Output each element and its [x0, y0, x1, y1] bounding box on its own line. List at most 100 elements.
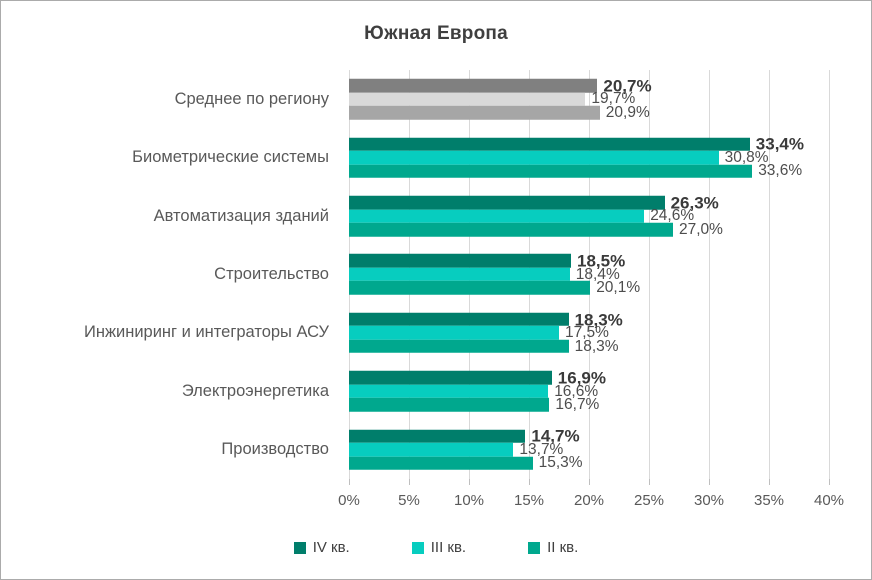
- category-label: Биометрические системы: [132, 148, 329, 167]
- gridline: [829, 70, 830, 479]
- x-tick-label: 40%: [813, 492, 845, 509]
- bar: 16,6%: [349, 384, 598, 399]
- bar-value-label: 24,6%: [650, 207, 695, 225]
- category-label: Автоматизация зданий: [153, 206, 329, 225]
- bar: 20,1%: [349, 280, 640, 295]
- bar-group: 20,7% 19,7% 20,9%: [349, 70, 829, 128]
- category-label: Инжиниринг и интеграторы АСУ: [83, 323, 329, 342]
- x-tick-mark: [769, 479, 770, 485]
- category-label: Электроэнергетика: [181, 381, 329, 400]
- bar-group-bars: 33,4% 30,8% 33,6%: [349, 136, 829, 178]
- bar-group: 16,9% 16,6% 16,7%: [349, 362, 829, 420]
- category-labels: Среднее по региону Биометрические системы…: [1, 70, 339, 479]
- category-label: Производство: [221, 440, 329, 459]
- bar: 27,0%: [349, 222, 723, 237]
- bar-value-label: 20,7%: [603, 76, 652, 96]
- bar: 14,7%: [349, 428, 580, 445]
- bar: 18,3%: [349, 339, 619, 354]
- bar: 15,3%: [349, 455, 583, 470]
- bar-group: 26,3% 24,6% 27,0%: [349, 187, 829, 245]
- bar: 24,6%: [349, 208, 694, 223]
- legend-item: IV кв.: [293, 539, 350, 556]
- x-tick-label: 25%: [633, 492, 665, 509]
- legend-label: IV кв.: [312, 539, 350, 556]
- bar: 20,7%: [349, 77, 652, 94]
- gridline: [589, 70, 590, 479]
- x-tick-mark: [589, 479, 590, 485]
- bar-value-label: 26,3%: [670, 193, 719, 213]
- bar: 33,6%: [349, 163, 802, 178]
- x-tick-label: 5%: [398, 492, 420, 509]
- bar: 16,9%: [349, 369, 606, 386]
- x-tick-label: 35%: [753, 492, 785, 509]
- bar-group: 33,4% 30,8% 33,6%: [349, 128, 829, 186]
- legend-label: II кв.: [547, 539, 579, 556]
- x-tick-label: 10%: [453, 492, 485, 509]
- bar-value-label: 16,7%: [555, 396, 600, 414]
- bar: 17,5%: [349, 325, 609, 340]
- x-tick-label: 0%: [338, 492, 360, 509]
- x-tick-mark: [469, 479, 470, 485]
- plot-area: 20,7% 19,7% 20,9% 33,4% 30,8% 33,6% 26,3% 24,6%…: [349, 70, 830, 479]
- legend-swatch: [528, 541, 541, 554]
- bar-rows: 20,7% 19,7% 20,9% 33,4% 30,8% 33,6% 26,3% 24,6%…: [349, 70, 829, 479]
- bar-group-bars: 18,5% 18,4% 20,1%: [349, 252, 829, 295]
- x-tick-label: 20%: [573, 492, 605, 509]
- bar: 19,7%: [349, 91, 635, 106]
- x-tick-mark: [829, 479, 830, 485]
- category-label: Строительство: [214, 264, 329, 283]
- bar-group-bars: 26,3% 24,6% 27,0%: [349, 194, 829, 237]
- bar-value-label: 27,0%: [679, 220, 723, 238]
- bar: 18,3%: [349, 311, 623, 328]
- gridline: [709, 70, 710, 479]
- legend-item: II кв.: [528, 539, 578, 556]
- bar-value-label: 16,6%: [554, 382, 599, 400]
- bar: 16,7%: [349, 397, 599, 412]
- bar-group: 14,7% 13,7% 15,3%: [349, 421, 829, 479]
- legend-label: III кв.: [430, 539, 467, 556]
- gridline: [769, 70, 770, 479]
- bar: 18,5%: [349, 252, 625, 269]
- legend: IV кв. III кв. II кв.: [1, 539, 871, 556]
- bar-group: 18,3% 17,5% 18,3%: [349, 304, 829, 362]
- bar: 33,4%: [349, 136, 804, 153]
- bar-value-label: 20,1%: [596, 279, 641, 297]
- bar-value-label: 19,7%: [591, 90, 636, 108]
- bar-value-label: 18,3%: [574, 337, 619, 355]
- bar-group-bars: 20,7% 19,7% 20,9%: [349, 77, 829, 120]
- bar-value-label: 13,7%: [519, 440, 564, 458]
- category-label: Среднее по региону: [174, 89, 329, 108]
- x-tick-mark: [649, 479, 650, 485]
- legend-item: III кв.: [411, 539, 467, 556]
- bar-value-label: 33,4%: [755, 134, 804, 154]
- bar-group: 18,5% 18,4% 20,1%: [349, 245, 829, 303]
- gridline: [649, 70, 650, 479]
- bar-value-label: 16,9%: [557, 368, 606, 388]
- x-tick-label: 15%: [513, 492, 545, 509]
- bar-value-label: 33,6%: [758, 162, 803, 180]
- x-axis: 0% 5% 10% 15% 20% 25% 30% 35% 40%: [338, 479, 844, 519]
- bar-group-bars: 16,9% 16,6% 16,7%: [349, 369, 829, 412]
- bar-value-label: 17,5%: [565, 324, 609, 342]
- bar: 20,9%: [349, 105, 650, 120]
- x-tick-mark: [529, 479, 530, 485]
- bar-group-bars: 14,7% 13,7% 15,3%: [349, 428, 829, 470]
- legend-swatch: [293, 541, 306, 554]
- bar-value-label: 18,4%: [575, 265, 620, 283]
- bar: 18,4%: [349, 267, 620, 282]
- bar: 13,7%: [349, 442, 563, 457]
- x-tick-label: 30%: [693, 492, 725, 509]
- x-tick-mark: [349, 479, 350, 485]
- legend-swatch: [411, 541, 424, 554]
- chart-title: Южная Европа: [364, 23, 508, 44]
- bar: 26,3%: [349, 194, 719, 211]
- bar: 30,8%: [349, 150, 769, 165]
- x-tick-mark: [709, 479, 710, 485]
- bar-value-label: 20,9%: [605, 103, 650, 121]
- bar-value-label: 18,5%: [577, 251, 626, 271]
- bar-value-label: 30,8%: [724, 148, 769, 166]
- bar-value-label: 14,7%: [531, 426, 580, 446]
- bar-group-bars: 18,3% 17,5% 18,3%: [349, 311, 829, 354]
- x-tick-mark: [409, 479, 410, 485]
